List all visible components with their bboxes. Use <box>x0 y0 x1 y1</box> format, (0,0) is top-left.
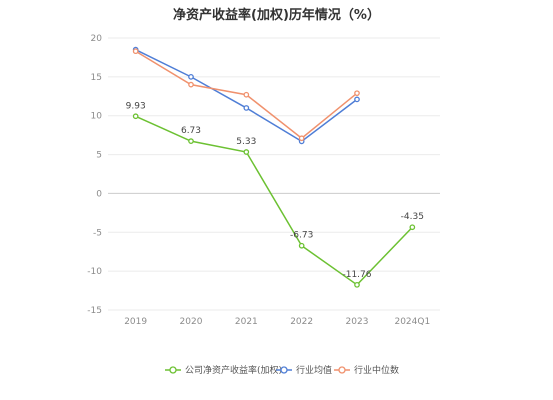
y-tick-label: 20 <box>91 34 103 44</box>
y-tick-label: -5 <box>93 228 102 238</box>
data-point <box>188 74 194 80</box>
legend-marker <box>280 366 288 374</box>
y-tick-label: 5 <box>96 151 102 161</box>
data-point <box>243 91 250 98</box>
data-label: -11.76 <box>342 270 371 280</box>
chart-title: 净资产收益率(加权)历年情况（%） <box>173 8 380 23</box>
data-point <box>243 149 250 155</box>
data-point <box>354 281 360 288</box>
data-point <box>298 242 305 249</box>
x-tick-label: 2024Q1 <box>394 317 430 327</box>
data-label: 6.73 <box>181 126 201 136</box>
x-tick-label: 2021 <box>235 317 258 327</box>
data-point <box>354 96 360 103</box>
data-point <box>188 81 194 88</box>
x-tick-label: 2022 <box>290 317 313 327</box>
legend-label: 公司净资产收益率(加权) <box>185 364 282 376</box>
legend-marker <box>338 366 346 374</box>
data-point <box>188 138 194 144</box>
y-tick-label: -15 <box>87 306 102 316</box>
data-label: -4.35 <box>401 212 424 222</box>
data-point <box>243 105 250 111</box>
legend-label: 行业均值 <box>296 364 332 376</box>
data-point <box>354 90 360 97</box>
y-tick-label: 10 <box>91 112 103 122</box>
data-label: 9.93 <box>126 101 146 111</box>
x-tick-label: 2020 <box>180 317 203 327</box>
series-line-0 <box>135 115 413 286</box>
y-tick-label: 15 <box>91 73 102 83</box>
legend-label: 行业中位数 <box>354 364 399 376</box>
x-tick-label: 2019 <box>124 317 147 327</box>
data-point <box>409 224 416 231</box>
data-label: 5.33 <box>236 137 256 147</box>
data-point <box>132 48 139 55</box>
data-point <box>132 113 139 120</box>
data-point <box>298 135 305 142</box>
data-label: -6.73 <box>290 231 313 241</box>
y-tick-label: 0 <box>96 189 102 199</box>
y-tick-label: -10 <box>87 267 102 277</box>
x-tick-label: 2023 <box>346 317 369 327</box>
legend-marker <box>169 366 177 374</box>
